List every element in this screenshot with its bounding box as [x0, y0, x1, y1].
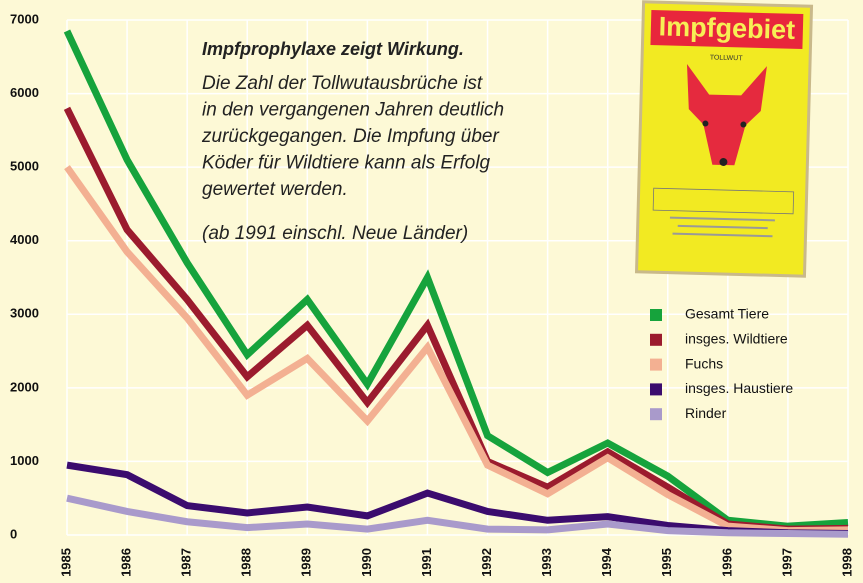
legend-label: Gesamt Tiere [685, 306, 769, 322]
y-tick-label: 2000 [10, 379, 39, 394]
poster-subtitle: TOLLWUT [710, 54, 744, 62]
poster-eye [740, 121, 747, 128]
x-tick-label: 1987 [179, 548, 194, 577]
x-tick-label: 1990 [359, 548, 374, 577]
y-tick-label: 3000 [10, 306, 39, 321]
poster: Impfgebiet TOLLWUT [634, 0, 814, 278]
annotation-line: zurückgegangen. Die Impfung über [201, 126, 499, 147]
legend-label: insges. Haustiere [685, 380, 793, 396]
legend-swatch [650, 333, 662, 346]
poster-fox [686, 64, 767, 166]
y-tick-label: 7000 [10, 11, 39, 26]
poster-table [652, 187, 795, 215]
annotation-line: in den vergangenen Jahren deutlich [202, 100, 504, 121]
legend-swatch [650, 408, 662, 421]
x-tick-label: 1997 [779, 548, 794, 577]
poster-text [669, 216, 775, 222]
x-tick-label: 1991 [419, 548, 434, 577]
legend-label: Rinder [685, 405, 727, 421]
series-line [64, 165, 849, 535]
y-tick-label: 4000 [10, 232, 39, 247]
legend-label: Fuchs [685, 355, 723, 371]
legend-swatch [650, 383, 662, 396]
y-tick-label: 0 [10, 526, 17, 541]
poster-eye [702, 120, 709, 127]
y-tick-label: 6000 [10, 85, 39, 100]
x-tick-label: 1986 [119, 548, 134, 577]
poster-title: Impfgebiet [658, 11, 795, 45]
y-tick-label: 5000 [10, 159, 39, 174]
x-tick-label: 1998 [839, 548, 854, 577]
annotation-line: Köder für Wildtiere kann als Erfolg [202, 153, 491, 174]
x-tick-label: 1992 [479, 548, 494, 577]
annotation-note: (ab 1991 einschl. Neue Länder) [202, 223, 468, 244]
x-tick-label: 1989 [299, 548, 314, 577]
series-line [63, 29, 849, 530]
x-tick-label: 1996 [719, 548, 734, 577]
x-tick-label: 1993 [539, 548, 554, 577]
annotation-title: Impfprophylaxe zeigt Wirkung. [202, 39, 464, 59]
poster-banner [650, 10, 804, 50]
x-tick-label: 1985 [58, 548, 73, 577]
y-tick-label: 1000 [10, 453, 39, 468]
annotation-line: Die Zahl der Tollwutausbrüche ist [202, 73, 483, 94]
x-tick-label: 1995 [659, 548, 674, 577]
poster-text [677, 224, 768, 230]
poster-text [672, 232, 773, 238]
legend-swatch [650, 309, 662, 321]
legend-swatch [650, 358, 662, 371]
series-line [66, 494, 849, 538]
legend-label: insges. Wildtiere [685, 331, 788, 347]
annotation-line: gewertet werden. [202, 179, 348, 200]
x-tick-label: 1994 [599, 547, 614, 577]
grid [66, 19, 849, 536]
poster-nose [719, 157, 728, 166]
x-tick-label: 1988 [239, 548, 254, 577]
